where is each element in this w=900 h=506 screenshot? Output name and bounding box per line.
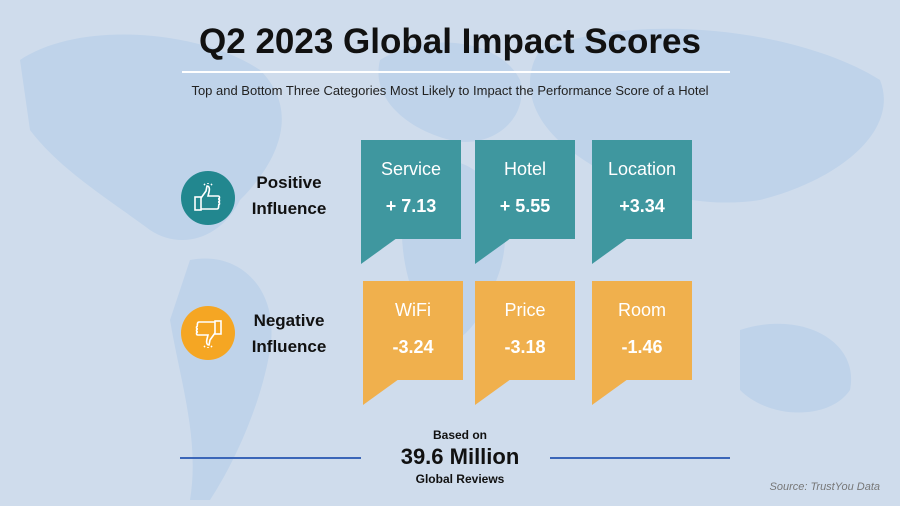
score: -1.46 <box>621 337 663 357</box>
subtitle: Top and Bottom Three Categories Most Lik… <box>191 83 709 98</box>
score-card-hotel: Hotel + 5.55 <box>475 140 575 264</box>
score-card-location: Location +3.34 <box>592 140 692 264</box>
thumbs-up-icon <box>181 171 235 225</box>
category: Hotel <box>503 159 547 179</box>
callout-tail <box>361 238 397 264</box>
negative-influence-label: Negative Influence <box>229 308 349 360</box>
footer-line-right <box>550 457 730 459</box>
page-title: Q2 2023 Global Impact Scores <box>199 22 701 61</box>
score-card-price: Price -3.18 <box>475 281 575 405</box>
label-line: Positive <box>256 173 322 192</box>
category: WiFi <box>395 300 431 320</box>
callout-tail <box>592 379 628 405</box>
label-line: Negative <box>253 311 325 330</box>
score-card-service: Service + 7.13 <box>361 140 461 264</box>
title-divider <box>182 71 730 73</box>
based-on-text: Based on <box>432 428 487 442</box>
label-line: Influence <box>251 337 327 356</box>
footer-line-left <box>180 457 361 459</box>
category: Service <box>380 159 442 179</box>
label-line: Influence <box>251 199 327 218</box>
category: Location <box>607 159 677 179</box>
score: +3.34 <box>619 196 665 216</box>
callout-tail <box>475 238 511 264</box>
score: -3.24 <box>392 337 434 357</box>
thumbs-down-icon <box>181 306 235 360</box>
source-note: Source: TrustYou Data <box>769 481 880 493</box>
callout-tail <box>592 238 628 264</box>
score-card-wifi: WiFi -3.24 <box>363 281 463 405</box>
review-total: 39.6 Million <box>400 444 520 469</box>
score: + 7.13 <box>385 196 437 216</box>
positive-influence-label: Positive Influence <box>229 170 349 222</box>
callout-tail <box>363 379 399 405</box>
score: + 5.55 <box>499 196 551 216</box>
callout-tail <box>475 379 511 405</box>
score-card-room: Room -1.46 <box>592 281 692 405</box>
category: Price <box>504 300 546 320</box>
reviews-label: Global Reviews <box>415 472 505 486</box>
score: -3.18 <box>504 337 546 357</box>
category: Room <box>617 300 666 320</box>
